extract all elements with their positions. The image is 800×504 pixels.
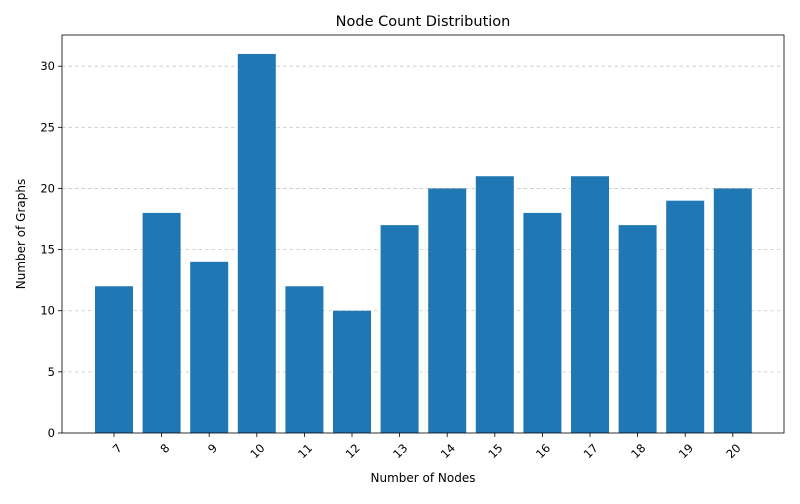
bar-10 [237,53,276,433]
y-tick-label: 0 [48,426,55,440]
x-tick-label: 7 [110,441,125,456]
bars [95,53,752,433]
y-tick-label: 25 [40,120,55,134]
x-tick-label: 14 [438,441,458,461]
bar-13 [380,225,419,433]
x-axis: 7 8 9 10 11 12 13 14 15 16 17 18 19 20 [110,433,744,461]
x-axis-label: Number of Nodes [371,471,476,485]
x-tick-label: 19 [676,441,696,461]
bar-9 [190,261,229,433]
y-axis-label: Number of Graphs [14,179,28,289]
bar-20 [713,188,752,433]
y-tick-label: 15 [40,243,55,257]
bar-12 [333,310,371,433]
x-tick-label: 17 [581,441,601,461]
x-tick-label: 13 [390,441,410,461]
y-tick-label: 20 [40,181,55,195]
bar-19 [666,200,705,433]
y-tick-label: 30 [40,59,55,73]
bar-14 [428,188,467,433]
y-tick-label: 10 [40,304,55,318]
x-tick-label: 11 [295,441,315,461]
bar-11 [285,286,324,433]
x-tick-label: 12 [343,441,363,461]
bar-16 [523,212,562,433]
gridlines [62,65,784,373]
x-tick-label: 18 [628,441,648,461]
y-axis: 0 5 10 15 20 25 30 [40,59,62,440]
x-tick-label: 8 [157,441,172,456]
bar-7 [95,286,133,433]
x-tick-label: 9 [205,441,220,456]
bar-17 [571,176,609,433]
x-tick-label: 16 [533,441,553,461]
chart-title: Node Count Distribution [336,14,511,30]
plot-frame [61,34,785,434]
x-tick-label: 10 [247,441,267,461]
bar-15 [475,176,514,433]
x-tick-label: 15 [485,441,505,461]
bar-8 [142,212,181,433]
bar-18 [618,225,657,433]
y-tick-label: 5 [48,365,55,379]
x-tick-label: 20 [723,441,743,461]
